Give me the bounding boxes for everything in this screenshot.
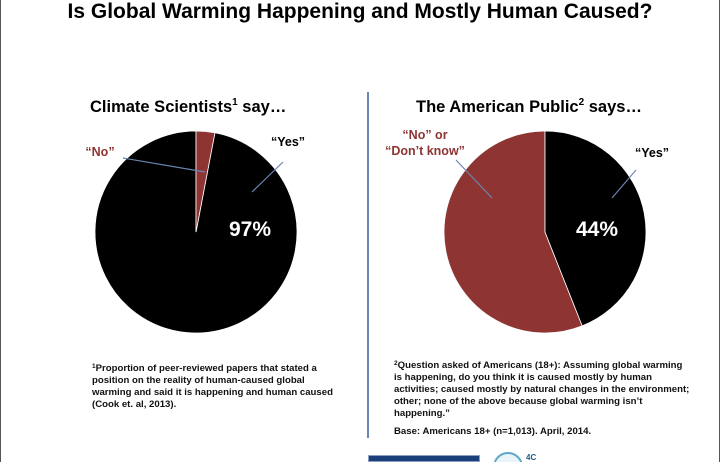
left-footnote-line-2: position on the reality of human-caused … bbox=[92, 375, 305, 386]
right-footnote-line-5: happening.” bbox=[394, 408, 450, 419]
slide-left-edge bbox=[0, 0, 1, 462]
left-yes-label: “Yes” bbox=[271, 135, 305, 149]
right-footnote-line-4: other; none of the above because global … bbox=[394, 396, 643, 407]
public-no-slice bbox=[443, 130, 583, 334]
right-chart-title: The American Public2 says… bbox=[416, 93, 642, 117]
right-footnote-line-1: Question asked of Americans (18+): Assum… bbox=[397, 360, 683, 371]
slide-title: Is Global Warming Happening and Mostly H… bbox=[67, 0, 653, 23]
left-footnote-sup: 1 bbox=[92, 363, 96, 370]
left-no-label: “No” bbox=[85, 145, 114, 159]
yes-leader-line-right bbox=[611, 169, 637, 199]
left-chart-title-text: Climate Scientists bbox=[90, 98, 233, 116]
no-leader-line-left bbox=[122, 157, 206, 173]
right-chart-title-sup: 2 bbox=[578, 97, 585, 108]
left-footnote: 1Proportion of peer-reviewed papers that… bbox=[92, 361, 362, 411]
left-footnote-line-3: warming and said it is happening and hum… bbox=[92, 387, 333, 398]
left-center-percent: 97% bbox=[229, 218, 271, 241]
left-chart-title-tail: say… bbox=[237, 98, 287, 116]
right-no-label-line1: “No” or bbox=[402, 128, 447, 142]
public-pie bbox=[443, 130, 647, 334]
right-footnote-line-2: is happening, do you think it is caused … bbox=[394, 372, 653, 383]
left-chart-title-sup: 1 bbox=[232, 97, 238, 108]
sponsor-logo-text: 4C bbox=[526, 453, 537, 462]
right-footnote: 2Question asked of Americans (18+): Assu… bbox=[394, 358, 712, 420]
left-chart-title: Climate Scientists1 say… bbox=[90, 93, 286, 117]
yes-leader-line-left bbox=[251, 161, 284, 193]
scientists-pie bbox=[94, 130, 298, 334]
right-chart-title-tail: says… bbox=[584, 98, 642, 116]
right-center-percent: 44% bbox=[576, 218, 618, 241]
right-footnote-line: 2Question asked of Americans (18+): Assu… bbox=[394, 358, 712, 372]
right-footnote-line-3: activities; caused mostly by natural cha… bbox=[394, 384, 690, 395]
right-yes-label: “Yes” bbox=[635, 146, 669, 160]
right-footnote-sup: 2 bbox=[394, 360, 398, 367]
left-footnote-line-4: (Cook et. al, 2013). bbox=[92, 399, 177, 410]
right-chart-title-text: The American Public bbox=[416, 98, 579, 116]
base-note: Base: Americans 18+ (n=1,013). April, 20… bbox=[394, 426, 592, 437]
no-leader-line-right bbox=[455, 159, 493, 199]
right-no-label-line2: “Don’t know” bbox=[385, 144, 465, 158]
panel-divider bbox=[367, 92, 369, 438]
scientists-no-slice bbox=[195, 130, 216, 233]
left-footnote-line-1: Proportion of peer-reviewed papers that … bbox=[95, 363, 317, 374]
sponsor-logo-bar bbox=[368, 455, 480, 462]
left-footnote-line: 1Proportion of peer-reviewed papers that… bbox=[92, 361, 362, 375]
public-yes-slice bbox=[544, 130, 647, 327]
